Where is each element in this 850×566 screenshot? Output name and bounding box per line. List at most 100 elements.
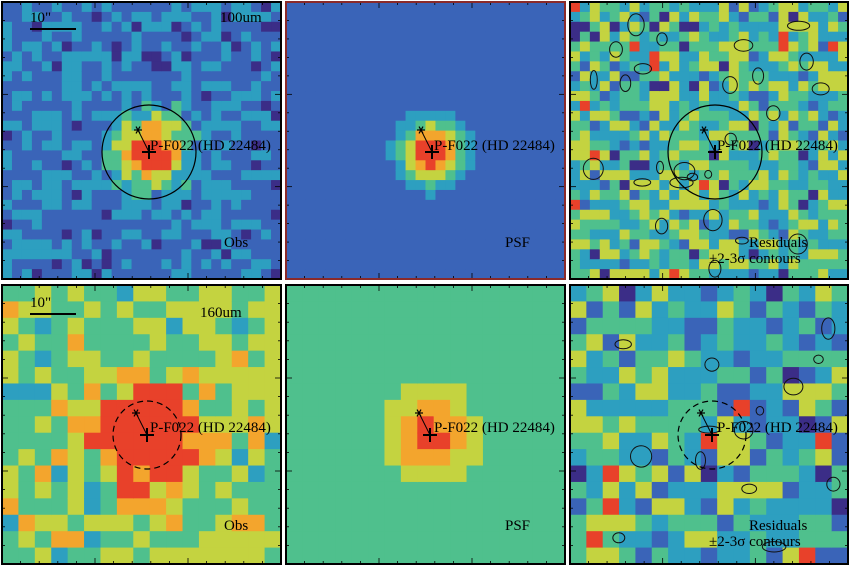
pixel (768, 130, 780, 142)
pixel (182, 432, 200, 450)
pixel (718, 150, 730, 161)
pixel (231, 383, 249, 401)
pixel (325, 189, 337, 201)
pixel (241, 209, 252, 221)
pixel (728, 61, 740, 72)
pixel (405, 239, 417, 250)
pixel (445, 219, 456, 231)
pixel (718, 110, 730, 122)
pixel (182, 301, 200, 319)
band-label-160um: 160um (200, 305, 242, 321)
pixel (2, 140, 13, 151)
pixel (286, 170, 297, 181)
pixel (325, 219, 337, 231)
pixel (261, 189, 272, 201)
pixel (788, 100, 799, 112)
pixel (355, 229, 367, 241)
pixel (251, 170, 262, 181)
pixel (295, 150, 307, 161)
pixel (271, 61, 282, 72)
pixel (758, 51, 770, 62)
pixel (84, 399, 102, 417)
pixel (11, 21, 23, 33)
pixel (639, 170, 651, 181)
pixel (231, 2, 242, 13)
pixel (748, 71, 760, 82)
pixel (505, 219, 516, 231)
pixel (305, 11, 317, 23)
residual-contour (733, 39, 754, 52)
pixel (699, 21, 710, 33)
pixel (499, 547, 517, 565)
pixel (700, 367, 718, 385)
pixel (81, 41, 93, 53)
pixel (251, 189, 262, 201)
pixel (499, 334, 517, 352)
pixel (286, 317, 304, 335)
pixel (758, 120, 770, 132)
pixel (198, 514, 216, 532)
pixel (211, 180, 222, 191)
pixel (570, 481, 587, 499)
pixel (141, 170, 153, 181)
pixel (545, 249, 556, 260)
pixel (400, 317, 418, 335)
pixel (475, 91, 486, 102)
pixel (166, 498, 184, 516)
pixel (649, 209, 660, 221)
pixel (738, 229, 750, 241)
pixel (211, 100, 222, 112)
pixel (570, 317, 587, 335)
pixel (2, 301, 20, 319)
pixel (335, 367, 353, 385)
pixel (166, 514, 184, 532)
pixel (315, 150, 327, 161)
pixel (717, 301, 735, 319)
pixel (21, 71, 33, 82)
pixel (365, 229, 377, 241)
panel-frame (1, 1, 282, 280)
pixel (264, 317, 282, 335)
pixel (201, 259, 212, 270)
pixel (589, 51, 601, 62)
pixel (788, 239, 799, 250)
panel-frame (285, 1, 566, 280)
pixel (67, 547, 85, 565)
pixel (271, 259, 282, 270)
pixel (384, 465, 402, 483)
pixel (51, 301, 69, 319)
pixel (161, 199, 172, 211)
pixel (798, 317, 816, 335)
pixel (532, 432, 550, 450)
pixel (18, 449, 36, 467)
pixel (355, 249, 367, 260)
pixel (495, 189, 506, 201)
pixel (215, 416, 233, 434)
pixel (425, 249, 437, 260)
pixel (385, 199, 397, 211)
pixel (778, 91, 790, 102)
pixel (758, 81, 770, 92)
pixel (384, 350, 402, 368)
pixel (51, 209, 63, 221)
pixel (182, 350, 200, 368)
pixel (41, 199, 53, 211)
pixel (355, 91, 367, 102)
pixel (798, 259, 809, 270)
pixel (302, 367, 320, 385)
pixel (171, 219, 182, 231)
pixel (798, 150, 809, 161)
pixel (635, 317, 653, 335)
offset-line (418, 412, 431, 436)
pixel (709, 61, 720, 72)
pixel (11, 41, 23, 53)
pixel (455, 189, 466, 201)
pixel (555, 180, 566, 191)
pixel (198, 465, 216, 483)
pixel (659, 120, 670, 132)
pixel (778, 170, 790, 181)
pixel (221, 100, 232, 112)
pixel (405, 110, 417, 122)
pixel (91, 160, 103, 171)
pixel (768, 61, 780, 72)
